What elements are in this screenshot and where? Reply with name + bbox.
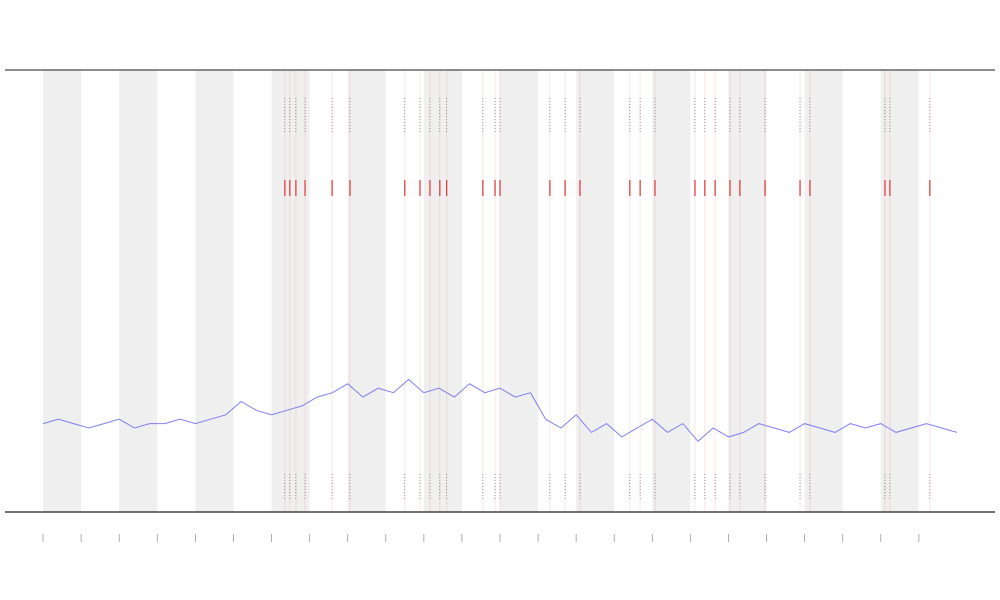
series-line bbox=[42, 378, 958, 443]
shaded-band bbox=[500, 70, 539, 512]
shaded-band bbox=[804, 70, 843, 512]
shaded-band bbox=[652, 70, 691, 512]
shaded-band bbox=[119, 70, 158, 512]
shaded-band bbox=[43, 70, 82, 512]
shaded-band bbox=[423, 70, 462, 512]
shaded-band bbox=[880, 70, 919, 512]
shaded-band bbox=[728, 70, 767, 512]
shaded-band bbox=[576, 70, 615, 512]
shaded-band bbox=[347, 70, 386, 512]
shaded-band bbox=[195, 70, 234, 512]
shaded-band bbox=[271, 70, 310, 512]
